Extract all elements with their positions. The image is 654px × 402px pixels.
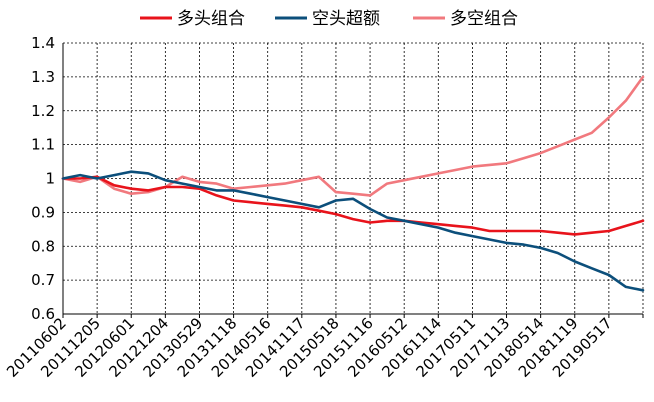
y-tick-label: 0.6 bbox=[31, 305, 55, 323]
y-tick-label: 1.2 bbox=[31, 102, 55, 120]
legend-label-1: 空头超额 bbox=[312, 9, 380, 29]
y-tick-label: 1.3 bbox=[31, 68, 55, 86]
series-line-1 bbox=[61, 170, 645, 292]
y-tick-label: 0.9 bbox=[31, 203, 55, 221]
legend: 多头组合 空头超额 多空组合 bbox=[140, 9, 518, 29]
series-line-0 bbox=[61, 175, 645, 236]
y-tick-label: 0.7 bbox=[31, 271, 55, 289]
y-tick-label: 1 bbox=[45, 170, 55, 188]
y-tick-labels: 0.6 0.7 0.8 0.9 1 1.1 1.2 1.3 1.4 bbox=[31, 34, 55, 323]
y-tick-label: 1.4 bbox=[31, 34, 55, 52]
grid bbox=[63, 42, 644, 314]
x-tick-labels: 2011060220111205201206012012120420130529… bbox=[3, 314, 616, 381]
series-layer bbox=[61, 75, 645, 292]
y-tick-label: 1.1 bbox=[31, 136, 55, 154]
legend-label-2: 多空组合 bbox=[450, 9, 518, 29]
legend-label-0: 多头组合 bbox=[177, 9, 245, 29]
series-line-2 bbox=[61, 75, 645, 197]
y-tick-label: 0.8 bbox=[31, 237, 55, 255]
axes bbox=[62, 43, 644, 318]
